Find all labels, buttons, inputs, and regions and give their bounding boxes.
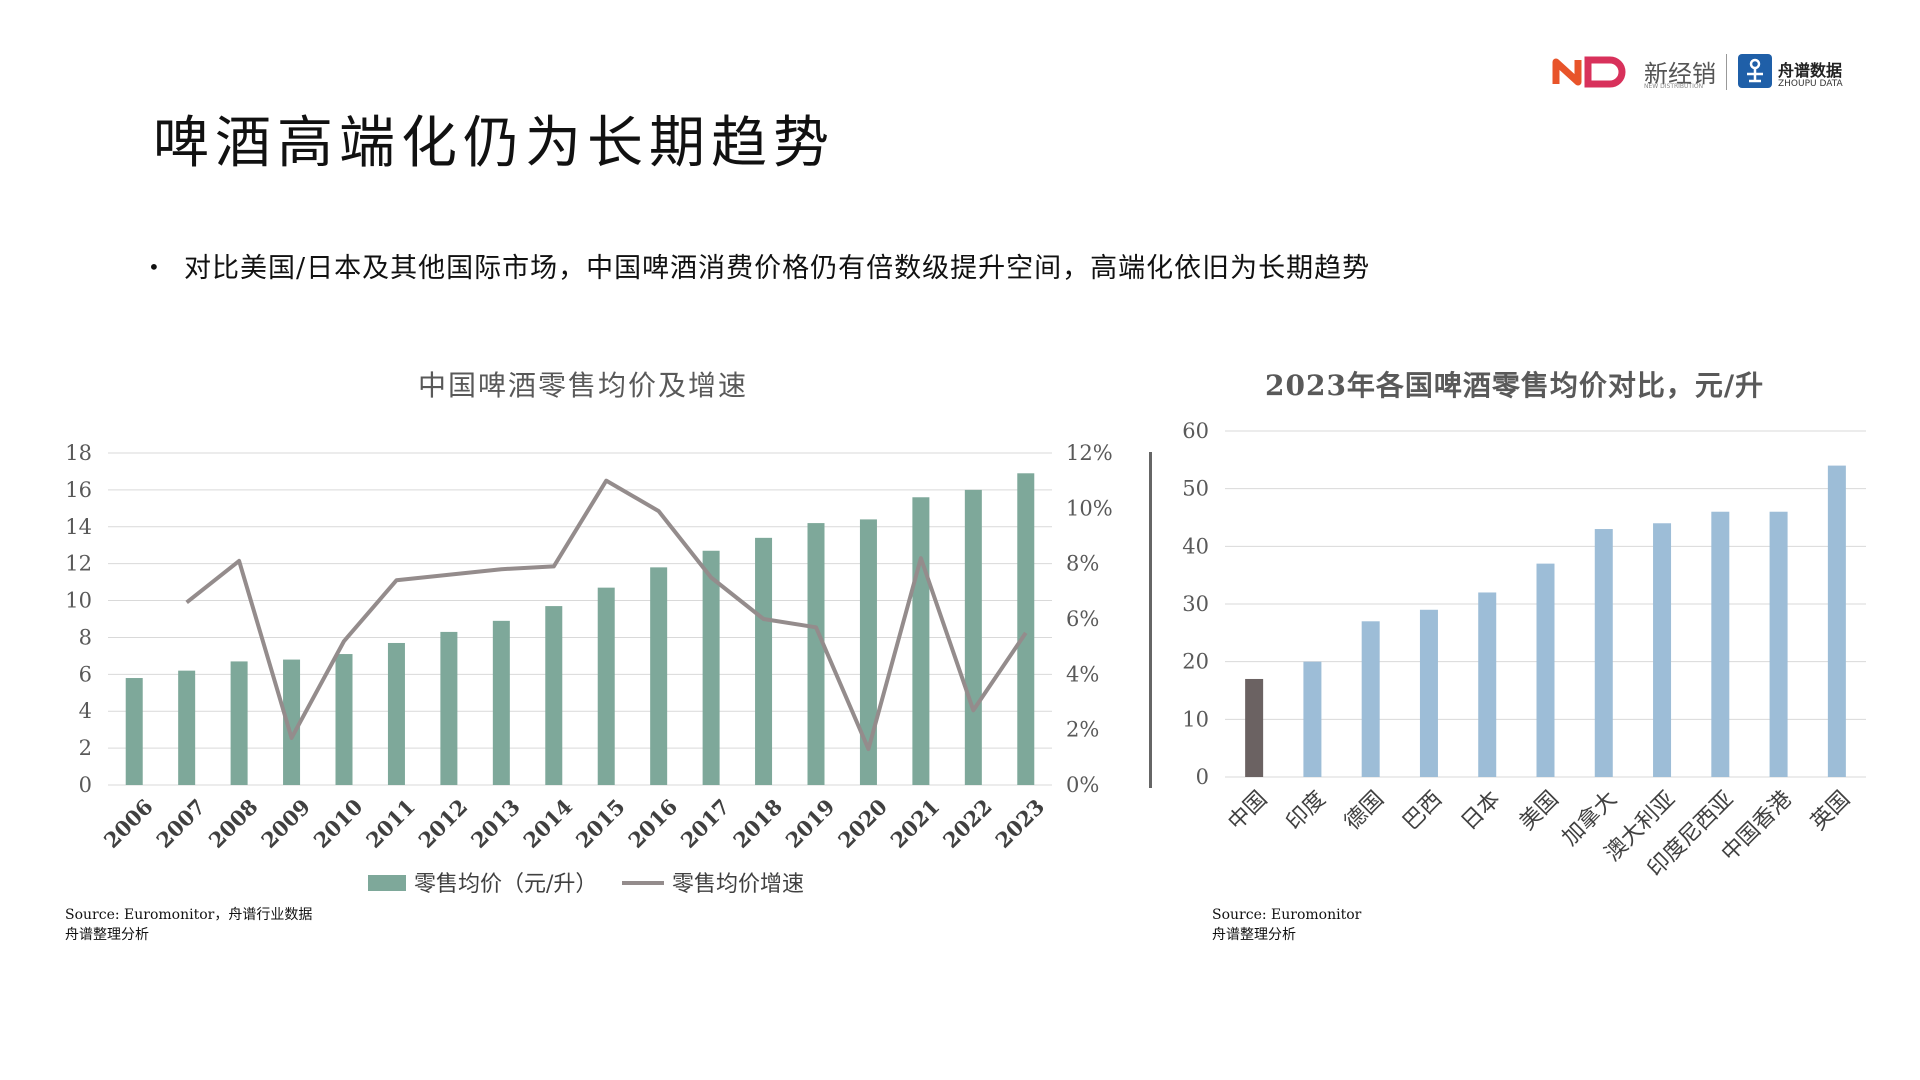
price-bar [387, 642, 405, 785]
price-bar [597, 587, 615, 785]
legend-bar-label: 零售均价（元/升） [414, 872, 597, 897]
y-tick-label: 10 [1182, 707, 1209, 731]
price-bar [492, 620, 510, 785]
y-tick-label: 4 [79, 699, 92, 723]
x-tick-label: 英国 [1806, 787, 1855, 836]
price-bar [440, 631, 458, 785]
country-bar [1361, 621, 1380, 777]
y-tick-label: 18 [65, 441, 92, 465]
newdistribution-logo-text: 新经销 [1644, 60, 1716, 88]
y-tick-label: 0 [79, 773, 92, 797]
y2-tick-label: 2% [1066, 718, 1099, 742]
price-bar [807, 523, 825, 785]
y-tick-label: 8 [79, 625, 92, 649]
chart-divider [1149, 452, 1152, 788]
bullet-icon: • [148, 255, 161, 279]
y2-tick-label: 6% [1066, 607, 1099, 631]
legend-line-label: 零售均价增速 [672, 872, 804, 897]
bullet-text: 对比美国/日本及其他国际市场，中国啤酒消费价格仍有倍数级提升空间，高端化依旧为长… [184, 253, 1371, 284]
country-bar [1478, 592, 1497, 777]
legend-bar-swatch [368, 875, 406, 891]
price-bar [230, 661, 248, 785]
country-bar [1536, 563, 1555, 777]
left-source-note: Source: Euromonitor，舟谱行业数据 舟谱整理分析 [65, 905, 312, 945]
y2-tick-label: 4% [1066, 662, 1099, 686]
y2-tick-label: 12% [1066, 441, 1113, 465]
y2-tick-label: 10% [1066, 496, 1113, 520]
country-bar [1711, 511, 1730, 777]
price-bar [702, 550, 720, 785]
right-analysis-line: 舟谱整理分析 [1212, 927, 1296, 943]
x-tick-label: 日本 [1457, 787, 1506, 836]
zhoupu-logo-text: 舟谱数据 [1778, 61, 1843, 80]
y-tick-label: 10 [65, 589, 92, 613]
y-tick-label: 16 [65, 478, 92, 502]
y-tick-label: 6 [79, 662, 92, 686]
x-tick-label: 德国 [1340, 787, 1389, 836]
price-bar [125, 678, 143, 785]
country-bar [1653, 523, 1672, 777]
x-tick-label: 中国 [1224, 787, 1273, 836]
x-tick-label: 美国 [1515, 787, 1564, 836]
right-chart-title: 2023年各国啤酒零售均价对比，元/升 [1265, 369, 1765, 402]
y2-tick-label: 8% [1066, 552, 1099, 576]
left-analysis-line: 舟谱整理分析 [65, 927, 149, 943]
country-bar [1769, 511, 1788, 777]
zhoupu-logo-icon [1738, 54, 1772, 88]
country-bar [1245, 678, 1264, 777]
country-bar [1419, 609, 1438, 777]
price-bar [859, 519, 877, 785]
price-bar [335, 654, 353, 785]
price-bar [755, 537, 773, 785]
y-tick-label: 60 [1182, 419, 1209, 443]
header-logos: 新经销 NEW DISTRIBUTION 舟谱数据 ZHOUPU DATA [1552, 52, 1852, 92]
price-bar [964, 489, 982, 785]
left-source-line: Source: Euromonitor，舟谱行业数据 [65, 907, 313, 923]
y-tick-label: 40 [1182, 534, 1209, 558]
y-tick-label: 12 [65, 552, 92, 576]
x-tick-label: 印度 [1282, 787, 1331, 836]
logo-separator [1726, 54, 1727, 90]
y2-tick-label: 0% [1066, 773, 1099, 797]
left-chart-title: 中国啤酒零售均价及增速 [418, 369, 749, 402]
price-bar [1017, 473, 1035, 785]
right-source-line: Source: Euromonitor [1212, 907, 1362, 923]
growth-line [185, 478, 1028, 752]
price-bar [283, 659, 301, 785]
y-tick-label: 14 [65, 515, 92, 539]
y-tick-label: 2 [79, 736, 92, 760]
price-bar [545, 606, 563, 785]
price-bar [178, 670, 196, 785]
country-bar [1827, 465, 1846, 777]
right-source-note: Source: Euromonitor 舟谱整理分析 [1212, 905, 1361, 945]
bullet-point: • 对比美国/日本及其他国际市场，中国啤酒消费价格仍有倍数级提升空间，高端化依旧为… [148, 246, 1370, 285]
y-tick-label: 30 [1182, 592, 1209, 616]
y-tick-label: 20 [1182, 650, 1209, 674]
y-tick-label: 50 [1182, 477, 1209, 501]
x-tick-label: 巴西 [1398, 787, 1447, 836]
country-bar [1594, 529, 1613, 777]
zhoupu-logo-subtext: ZHOUPU DATA [1778, 79, 1843, 89]
y-tick-label: 0 [1196, 765, 1209, 789]
price-bar [650, 567, 668, 785]
country-bar [1303, 661, 1322, 777]
newdistribution-logo-icon [1552, 56, 1626, 88]
page-title: 啤酒高端化仍为长期趋势 [153, 111, 835, 176]
newdistribution-logo-subtext: NEW DISTRIBUTION [1644, 83, 1704, 90]
